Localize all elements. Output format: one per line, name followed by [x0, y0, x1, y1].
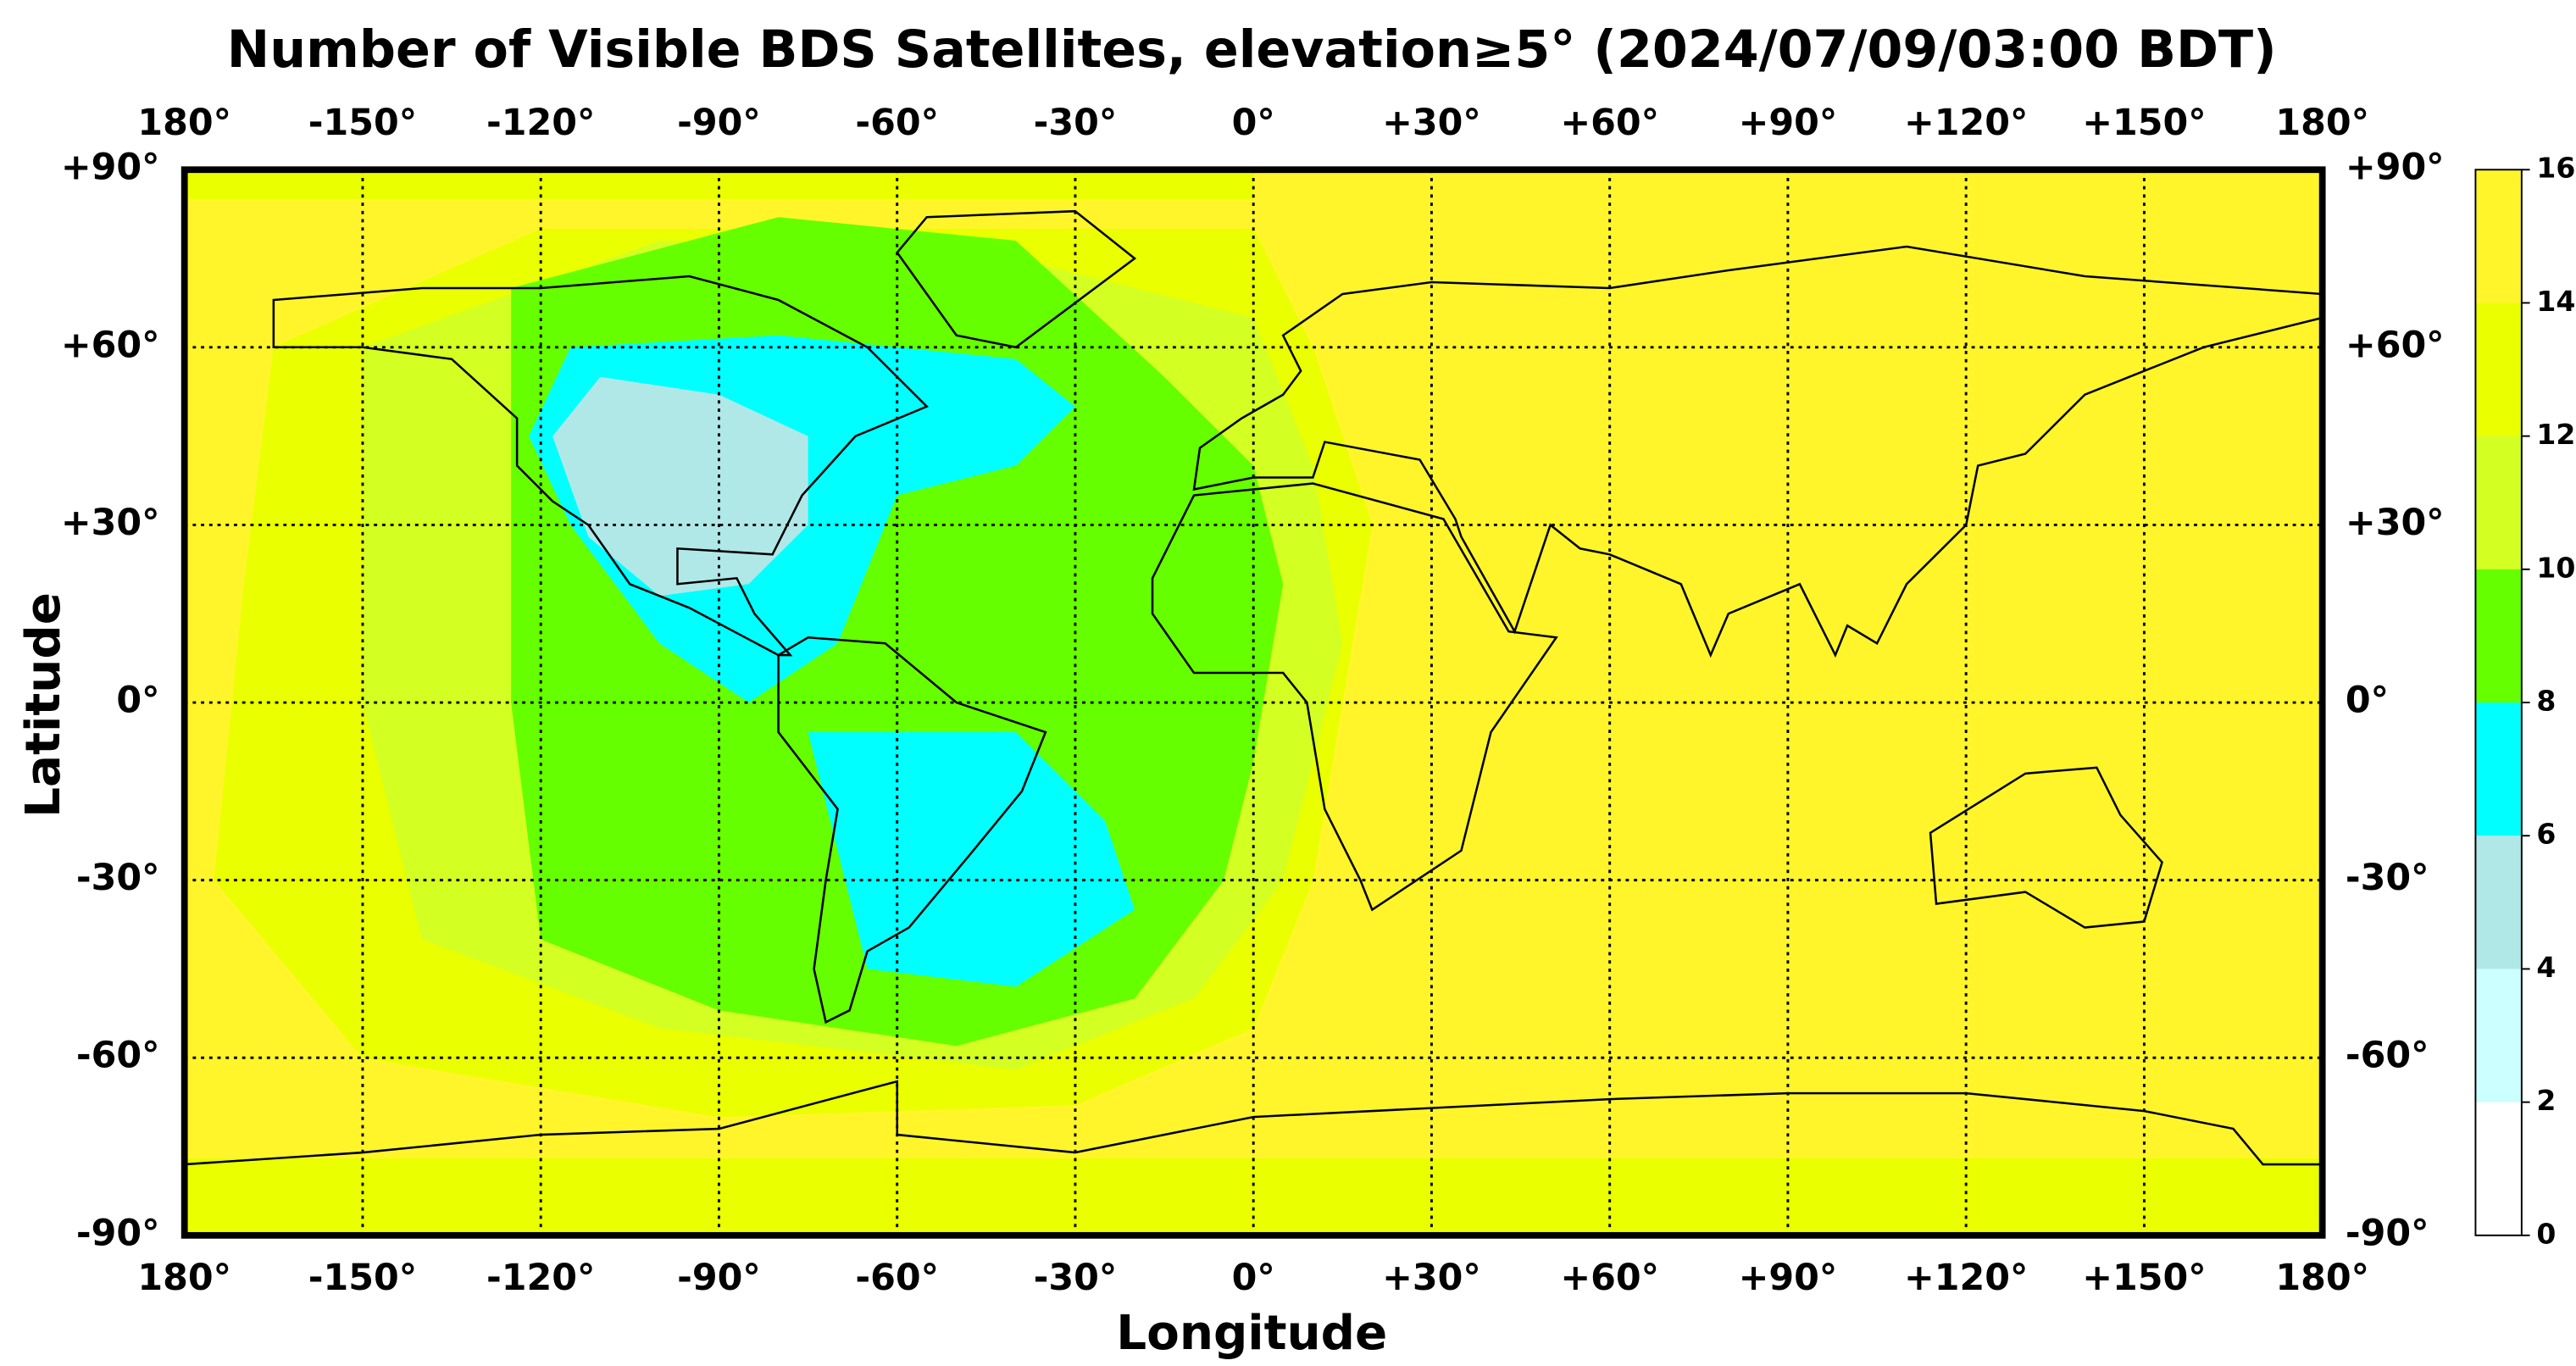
x-tick-label: +60°: [1560, 102, 1659, 144]
colorbar-cell: [2475, 436, 2522, 569]
x-tick-label: 180°: [2275, 102, 2369, 144]
y-tick-label: -30°: [2346, 857, 2429, 899]
colorbar-cell: [2475, 702, 2522, 836]
y-tick-label: +90°: [2346, 147, 2445, 189]
y-tick-label: 0°: [2346, 680, 2389, 722]
x-tick-label: 0°: [1232, 1257, 1275, 1299]
x-tick-label: -150°: [308, 1257, 417, 1299]
y-tick-label: -60°: [2346, 1035, 2429, 1077]
x-tick-label: -150°: [308, 102, 417, 144]
visibility-region: [184, 1158, 2323, 1236]
colorbar-tick-label: 14: [2536, 285, 2575, 318]
y-tick-label: -60°: [76, 1035, 160, 1077]
x-tick-label: +30°: [1382, 1257, 1481, 1299]
y-tick-label: -90°: [76, 1212, 160, 1254]
x-tick-label: -30°: [1034, 1257, 1118, 1299]
y-tick-label: -90°: [2346, 1212, 2429, 1254]
y-tick-label: +90°: [61, 147, 160, 189]
colorbar-cell: [2475, 836, 2522, 969]
colorbar-cell: [2475, 1102, 2522, 1236]
x-tick-label: +90°: [1739, 102, 1838, 144]
visibility-region: [184, 169, 1254, 200]
colorbar-tick-label: 6: [2536, 818, 2556, 851]
y-tick-label: +60°: [61, 324, 160, 366]
y-tick-label: +30°: [61, 502, 160, 544]
visibility-region: [552, 376, 808, 597]
x-tick-label: -120°: [486, 102, 595, 144]
colorbar-tick-label: 16: [2536, 152, 2575, 185]
colorbar-tick-label: 2: [2536, 1084, 2556, 1117]
x-tick-label: +150°: [2082, 1257, 2206, 1299]
colorbar-cell: [2475, 169, 2522, 303]
colorbar-cell: [2475, 303, 2522, 436]
x-axis-label: Longitude: [1116, 1306, 1387, 1361]
x-tick-label: -120°: [486, 1257, 595, 1299]
x-tick-label: 180°: [2275, 1257, 2369, 1299]
x-tick-label: 180°: [137, 102, 231, 144]
x-tick-label: -90°: [677, 1257, 761, 1299]
coastline: [777, 636, 1047, 1024]
colorbar-tick-label: 10: [2536, 551, 2575, 584]
x-tick-label: -60°: [855, 1257, 939, 1299]
x-tick-label: +120°: [1904, 102, 2028, 144]
colorbar-cell: [2475, 969, 2522, 1102]
coastline: [1929, 766, 2163, 929]
x-tick-label: -90°: [677, 102, 761, 144]
y-tick-label: +60°: [2346, 324, 2445, 366]
colorbar-tick-label: 4: [2536, 951, 2556, 984]
coastline: [1192, 245, 2323, 658]
coastline: [1151, 482, 1558, 912]
x-tick-label: +30°: [1382, 102, 1481, 144]
colorbar-cell: [2475, 569, 2522, 703]
visibility-region: [808, 732, 1135, 987]
colorbar-tick-label: 12: [2536, 418, 2575, 451]
y-axis-label: Latitude: [16, 592, 71, 818]
x-tick-label: +150°: [2082, 102, 2206, 144]
x-tick-label: -60°: [855, 102, 939, 144]
chart-title: Number of Visible BDS Satellites, elevat…: [227, 20, 2277, 80]
x-tick-label: +60°: [1560, 1257, 1659, 1299]
x-tick-label: -30°: [1034, 102, 1118, 144]
map-frame: [180, 166, 2326, 1239]
y-tick-label: 0°: [116, 680, 159, 722]
coastline: [272, 275, 929, 657]
x-tick-label: +90°: [1739, 1257, 1838, 1299]
x-tick-label: +120°: [1904, 1257, 2028, 1299]
colorbar-tick-label: 0: [2536, 1217, 2556, 1250]
colorbar-tick-label: 8: [2536, 685, 2556, 718]
y-tick-label: -30°: [76, 857, 160, 899]
x-tick-label: 0°: [1232, 102, 1275, 144]
x-tick-label: 180°: [137, 1257, 231, 1299]
y-tick-label: +30°: [2346, 502, 2445, 544]
